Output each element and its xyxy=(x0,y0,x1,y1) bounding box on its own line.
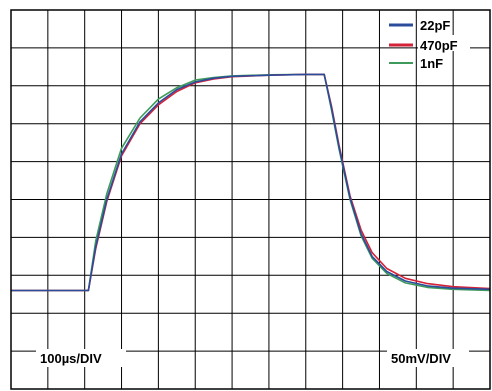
legend-label-470pF: 470pF xyxy=(420,38,458,53)
legend: 22pF 470pF 1nF xyxy=(389,18,470,71)
trace-470pF xyxy=(11,73,491,292)
time-scale-label: 100µs/DIV xyxy=(40,351,102,366)
grid xyxy=(11,10,490,389)
time-scale-background xyxy=(36,349,126,367)
legend-label-1nF: 1nF xyxy=(420,56,443,71)
trace-1nF xyxy=(11,73,491,292)
plot-frame xyxy=(10,9,491,390)
trace-22pF xyxy=(11,73,491,292)
traces xyxy=(11,73,491,292)
legend-label-22pF: 22pF xyxy=(420,18,450,33)
legend-label-background xyxy=(418,35,470,51)
voltage-scale-label: 50mV/DIV xyxy=(391,351,451,366)
voltage-scale-background xyxy=(387,349,469,367)
